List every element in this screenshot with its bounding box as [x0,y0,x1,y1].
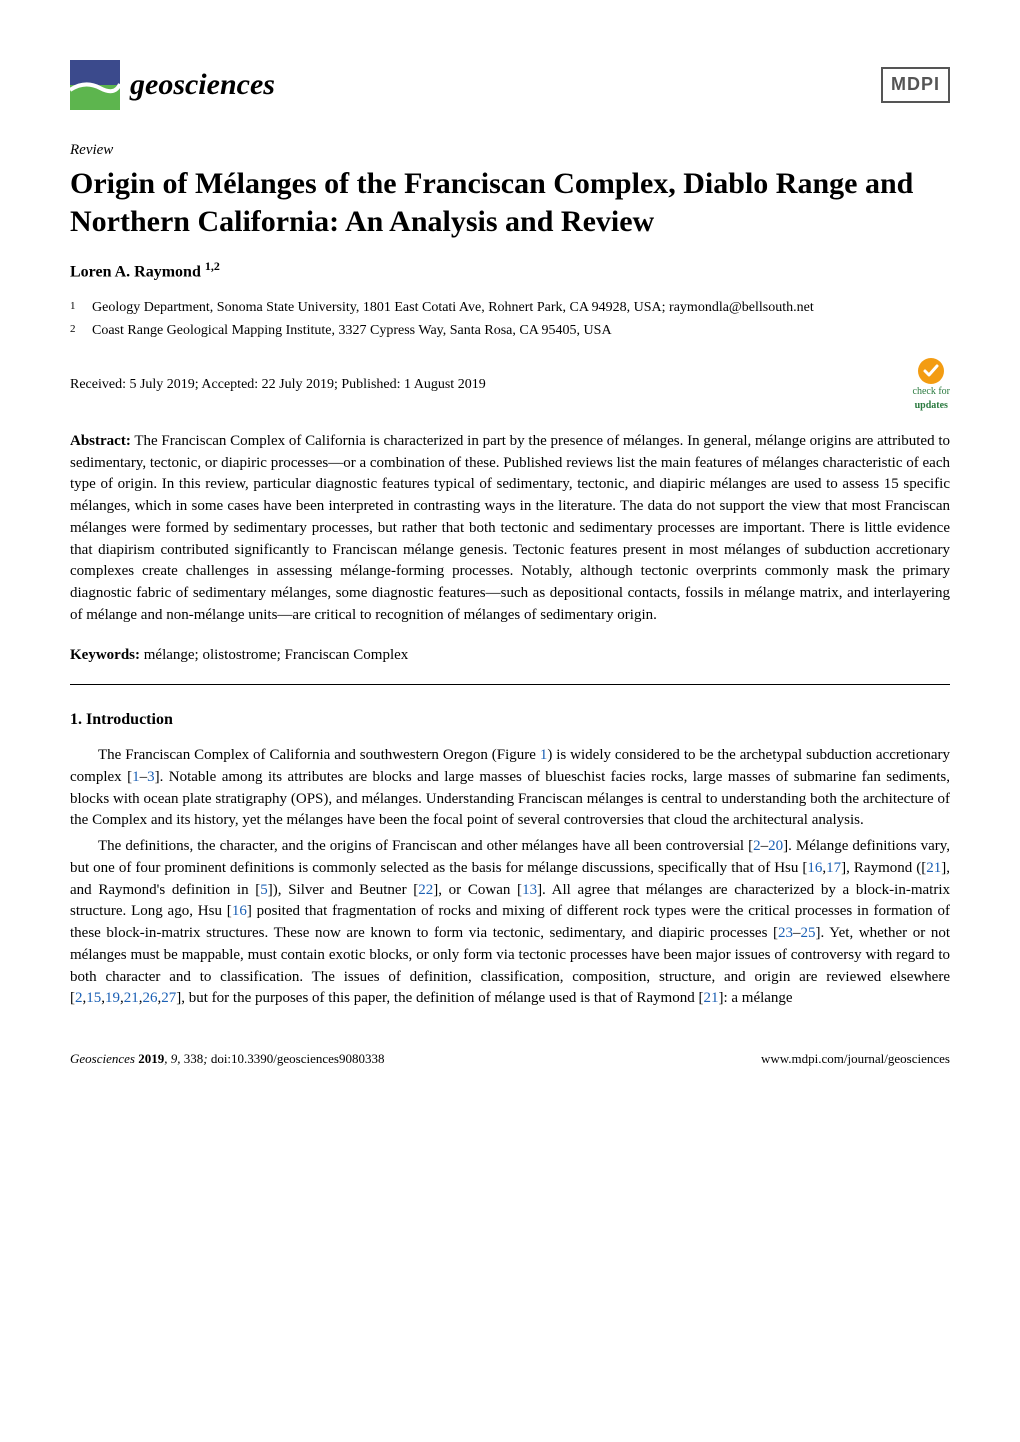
affil-number: 2 [70,321,92,341]
citation-ref[interactable]: 27 [161,990,176,1006]
citation-ref[interactable]: 1 [132,769,140,785]
citation-ref[interactable]: 21 [926,860,941,876]
citation-ref[interactable]: 21 [703,990,718,1006]
citation-ref[interactable]: 15 [86,990,101,1006]
affil-text: Coast Range Geological Mapping Institute… [92,321,612,341]
keywords-label: Keywords: [70,647,140,663]
footer-citation: Geosciences 2019, 9, 338; doi:10.3390/ge… [70,1050,384,1068]
citation-ref[interactable]: 20 [768,838,783,854]
citation-ref[interactable]: 22 [418,882,433,898]
check-updates-line1: check for [913,385,950,399]
dates-row: Received: 5 July 2019; Accepted: 22 July… [70,357,950,413]
header-row: geosciences MDPI [70,60,950,110]
citation-ref[interactable]: 2 [753,838,761,854]
author-name: Loren A. Raymond [70,263,201,280]
citation-ref[interactable]: 25 [801,925,816,941]
citation-ref[interactable]: 2 [75,990,83,1006]
footer-url[interactable]: www.mdpi.com/journal/geosciences [761,1050,950,1068]
body-paragraph: The definitions, the character, and the … [70,836,950,1010]
citation-ref[interactable]: 17 [826,860,841,876]
geosciences-logo-icon [70,60,120,110]
citation-ref[interactable]: 21 [124,990,139,1006]
article-title: Origin of Mélanges of the Franciscan Com… [70,165,950,240]
section-heading: 1. Introduction [70,709,950,731]
author-affil-marks: 1,2 [205,259,220,273]
keywords-text: mélange; olistostrome; Franciscan Comple… [144,647,409,663]
abstract-label: Abstract: [70,433,131,449]
citation-ref[interactable]: 19 [105,990,120,1006]
citation-ref[interactable]: 3 [147,769,155,785]
journal-name: geosciences [130,64,275,106]
author-line: Loren A. Raymond 1,2 [70,258,950,284]
article-type: Review [70,140,950,161]
affiliations-block: 1 Geology Department, Sonoma State Unive… [70,298,950,341]
body-paragraph: The Franciscan Complex of California and… [70,745,950,832]
citation-ref[interactable]: 23 [778,925,793,941]
abstract-paragraph: Abstract: The Franciscan Complex of Cali… [70,431,950,627]
mdpi-logo: MDPI [881,67,950,102]
check-updates-icon [917,357,945,385]
divider-rule [70,684,950,685]
affiliation-item: 2 Coast Range Geological Mapping Institu… [70,321,950,341]
check-updates-line2: updates [915,399,948,413]
check-for-updates-badge[interactable]: check for updates [913,357,950,413]
citation-ref[interactable]: 16 [807,860,822,876]
affil-text: Geology Department, Sonoma State Univers… [92,298,814,318]
keywords-line: Keywords: mélange; olistostrome; Francis… [70,645,950,666]
citation-ref[interactable]: 5 [260,882,268,898]
journal-logo: geosciences [70,60,275,110]
affiliation-item: 1 Geology Department, Sonoma State Unive… [70,298,950,318]
page-footer: Geosciences 2019, 9, 338; doi:10.3390/ge… [70,1050,950,1068]
abstract-text: The Franciscan Complex of California is … [70,433,950,623]
citation-ref[interactable]: 26 [143,990,158,1006]
publication-dates: Received: 5 July 2019; Accepted: 22 July… [70,375,486,395]
citation-ref[interactable]: 13 [522,882,537,898]
affil-number: 1 [70,298,92,318]
citation-ref[interactable]: 16 [232,903,247,919]
